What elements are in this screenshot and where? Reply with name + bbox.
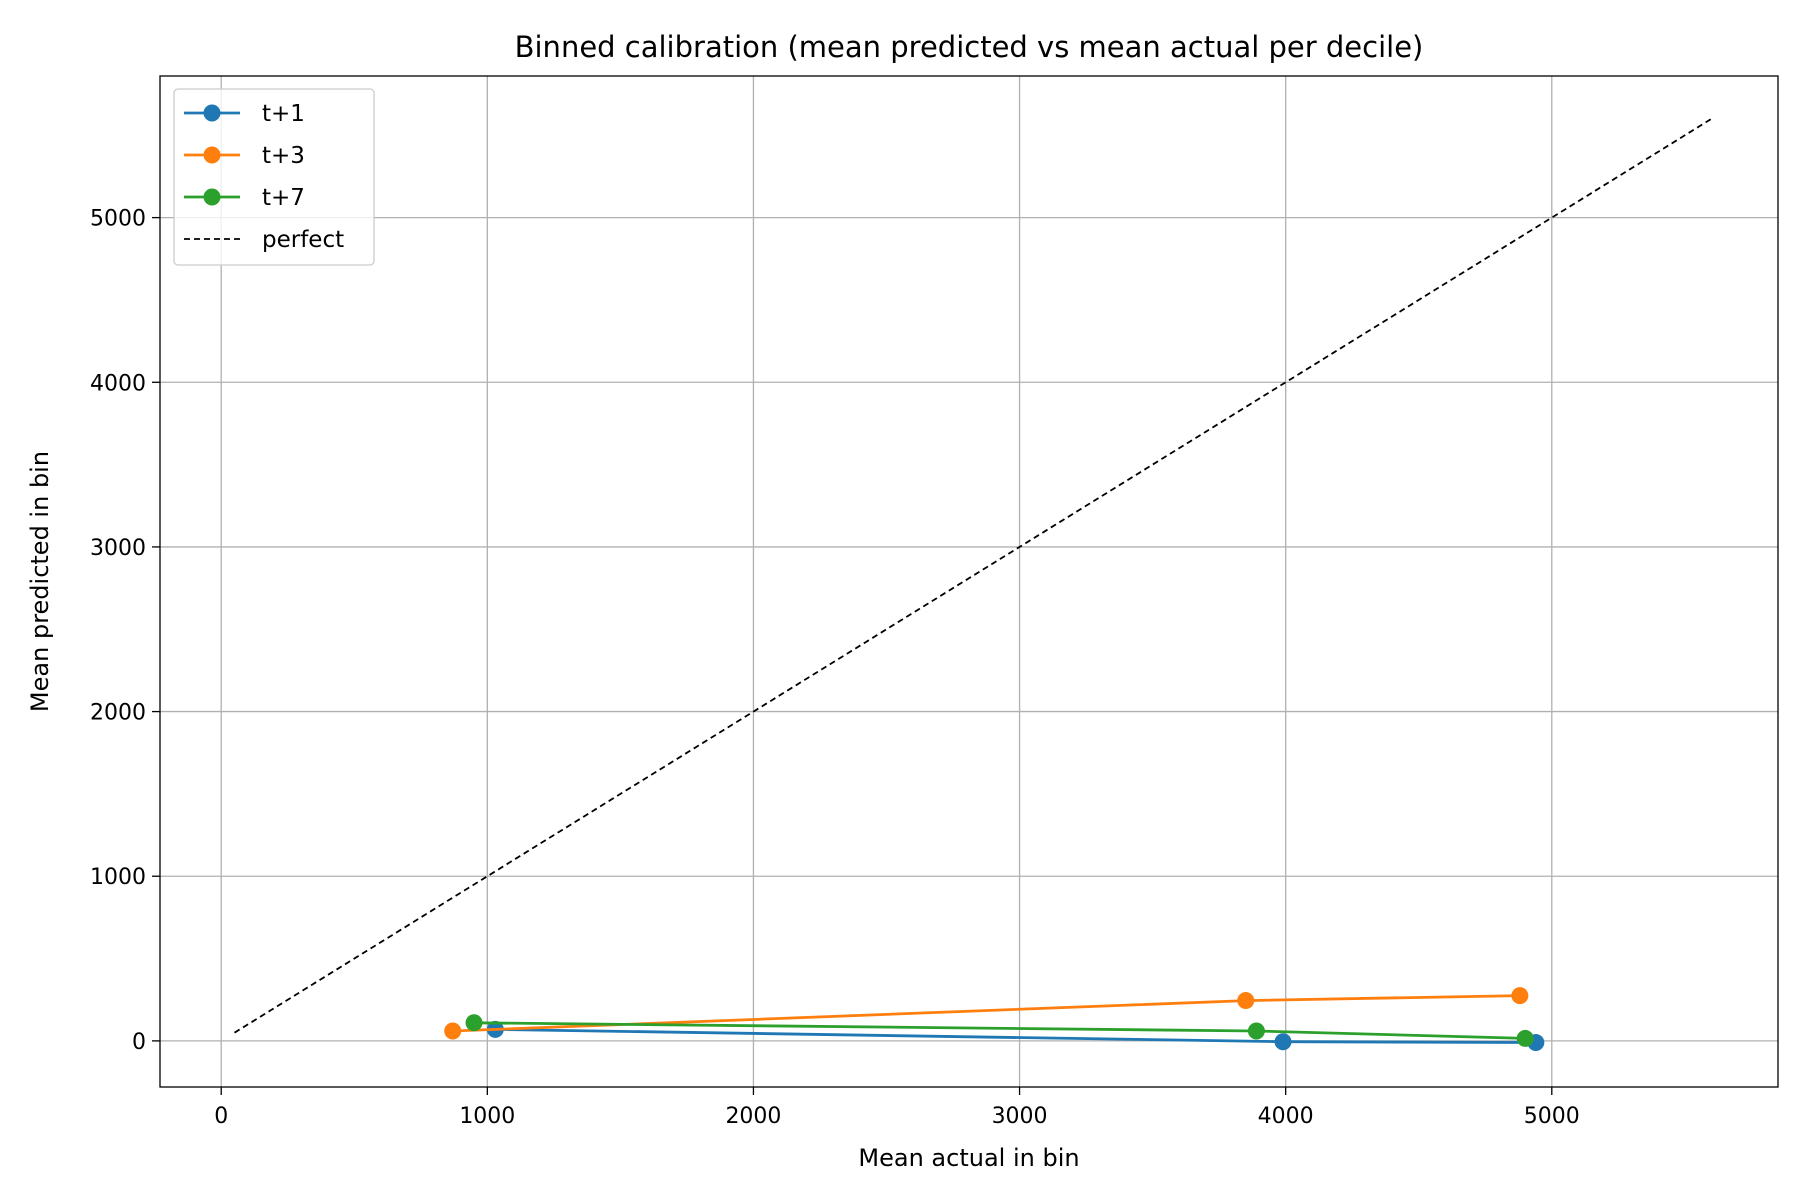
legend-entry: perfect xyxy=(184,227,344,253)
series-t+3 xyxy=(444,987,1529,1040)
data-point xyxy=(1511,987,1529,1005)
data-point xyxy=(465,1014,483,1032)
data-point xyxy=(1274,1033,1292,1051)
data-point xyxy=(444,1022,462,1040)
x-axis-label: Mean actual in bin xyxy=(858,1144,1079,1172)
ticks: 0 1000 2000 3000 4000 5000 0 1000 2000 3000 4000 50… xyxy=(90,207,1580,1129)
legend-label: t+1 xyxy=(262,101,305,127)
y-axis-label: Mean predicted in bin xyxy=(26,451,54,712)
y-tick-label: 0 xyxy=(132,1030,146,1055)
y-tick-label: 3000 xyxy=(90,536,146,561)
legend-marker xyxy=(203,188,221,206)
x-tick-label: 3000 xyxy=(992,1104,1048,1129)
legend-entry: t+1 xyxy=(184,101,305,127)
plot-frame xyxy=(159,75,1779,1088)
grid xyxy=(160,76,1778,1087)
chart-title: Binned calibration (mean predicted vs me… xyxy=(515,30,1424,64)
series-t+7 xyxy=(465,1014,1534,1047)
legend-marker xyxy=(203,146,221,164)
x-tick-label: 2000 xyxy=(725,1104,781,1129)
y-tick-label: 5000 xyxy=(90,207,146,232)
y-tick-label: 2000 xyxy=(90,701,146,726)
data-point xyxy=(1247,1022,1265,1040)
y-tick-label: 1000 xyxy=(90,865,146,890)
data-point xyxy=(1237,992,1255,1010)
legend-label: perfect xyxy=(262,227,344,253)
x-tick-label: 5000 xyxy=(1524,1104,1580,1129)
legend-box xyxy=(173,88,375,266)
legend-marker xyxy=(203,104,221,122)
x-tick-label: 1000 xyxy=(459,1104,515,1129)
legend-entry: t+3 xyxy=(184,143,305,169)
y-tick-label: 4000 xyxy=(90,371,146,396)
x-tick-label: 0 xyxy=(214,1104,228,1129)
legend: t+1 t+3 t+7 perfect xyxy=(173,88,375,266)
series-layer xyxy=(234,118,1712,1052)
legend-entry: t+7 xyxy=(184,185,305,211)
x-tick-label: 4000 xyxy=(1258,1104,1314,1129)
data-point xyxy=(1516,1029,1534,1047)
legend-label: t+3 xyxy=(262,143,305,169)
legend-label: t+7 xyxy=(262,185,305,211)
